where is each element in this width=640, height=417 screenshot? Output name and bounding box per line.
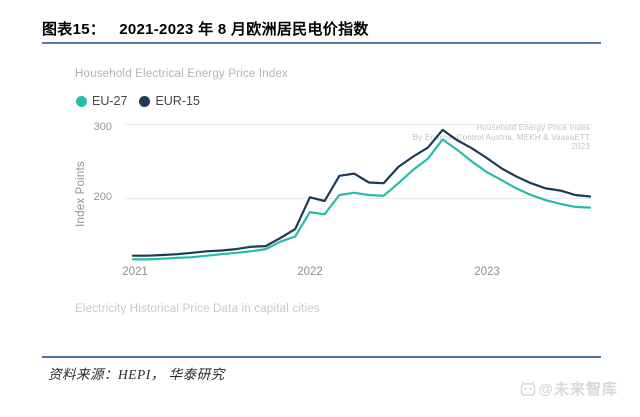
chart-attribution: Household Energy Price Index By Energie-… [330,123,590,152]
chart-attribution-line1: Household Energy Price Index [476,123,590,132]
title-underline [42,42,601,44]
y-tick-300: 300 [93,121,112,133]
source-text: 资料来源：HEPI， 华泰研究 [48,367,225,382]
legend-label: EU-27 [92,94,128,108]
watermark-text: @未来智库 [538,381,618,398]
legend-dot-icon [76,95,87,107]
site-watermark: @未来智库 [520,378,618,399]
line-chart-plot [131,128,592,261]
figure-number-label: 图表15： [42,21,106,38]
y-tick-200: 200 [93,191,112,203]
figure-title-text: 2021-2023 年 8 月欧洲居民电价指数 [119,21,369,38]
x-tick-2021: 2021 [122,266,148,278]
series-line-eu-27 [131,138,592,261]
gridline-200 [125,198,592,199]
legend-item-eu27[interactable]: EU-27 [76,94,127,108]
thinktank-logo-icon [521,381,536,396]
legend-label: EUR-15 [155,94,200,108]
x-tick-2023: 2023 [474,266,500,278]
series-line-eur-15 [131,128,592,257]
chart-legend: EU-27 EUR-15 [76,94,200,108]
chart-footnote: Electricity Historical Price Data in cap… [75,303,320,315]
gridline-300 [125,124,592,125]
chart-title: Household Electrical Energy Price Index [75,68,288,80]
footer-divider [42,356,601,358]
chart-attribution-line2: By Energie-Control Austria, MEKH & Vaasa… [412,132,590,142]
figure-title: 图表15： 2021-2023 年 8 月欧洲居民电价指数 [42,18,602,39]
legend-item-eur15[interactable]: EUR-15 [139,94,200,108]
x-tick-2022: 2022 [297,266,323,278]
legend-dot-icon [139,95,151,107]
chart-attribution-line3: 2023 [571,142,590,151]
